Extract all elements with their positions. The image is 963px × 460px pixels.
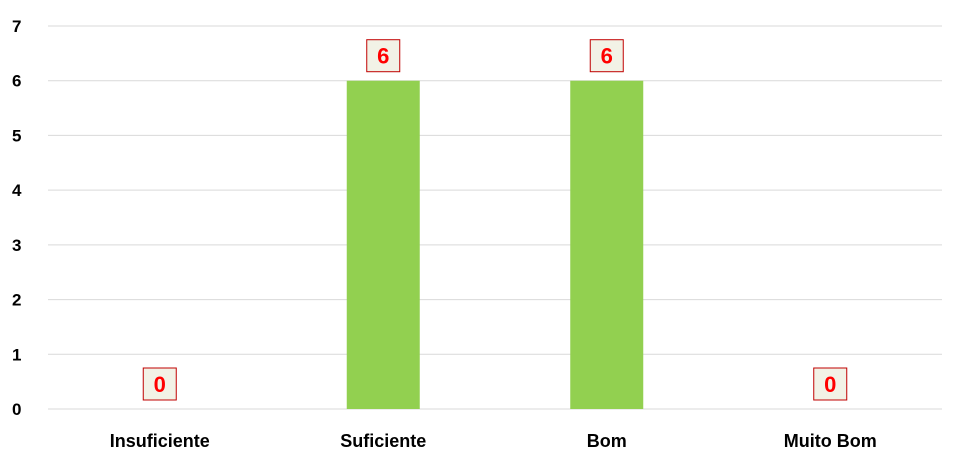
- y-tick-label: 0: [12, 400, 21, 419]
- x-tick-label: Suficiente: [340, 431, 426, 451]
- data-label: 6: [601, 44, 613, 69]
- y-tick-label: 7: [12, 17, 21, 36]
- bar: [346, 80, 420, 409]
- data-label: 0: [154, 372, 166, 397]
- y-tick-label: 4: [12, 181, 22, 200]
- gridlines: [48, 25, 942, 410]
- x-tick-label: Insuficiente: [110, 431, 210, 451]
- bars: [346, 80, 644, 409]
- y-tick-label: 5: [12, 126, 21, 145]
- y-tick-label: 2: [12, 291, 21, 310]
- x-tick-label: Bom: [587, 431, 627, 451]
- data-label: 6: [377, 44, 389, 69]
- data-labels: 0 6 6 0: [142, 39, 848, 401]
- x-axis-ticks: Insuficiente Suficiente Bom Muito Bom: [110, 431, 877, 451]
- data-label-box: [366, 39, 401, 73]
- data-label-box: [589, 39, 624, 73]
- data-label: 0: [824, 372, 836, 397]
- data-label-box: [142, 367, 177, 401]
- y-tick-label: 6: [12, 72, 21, 91]
- data-label-box: [813, 367, 848, 401]
- bar: [570, 80, 644, 409]
- y-tick-label: 3: [12, 236, 21, 255]
- y-axis-ticks: 0 1 2 3 4 5 6 7: [12, 17, 22, 419]
- x-tick-label: Muito Bom: [784, 431, 877, 451]
- y-tick-label: 1: [12, 345, 21, 364]
